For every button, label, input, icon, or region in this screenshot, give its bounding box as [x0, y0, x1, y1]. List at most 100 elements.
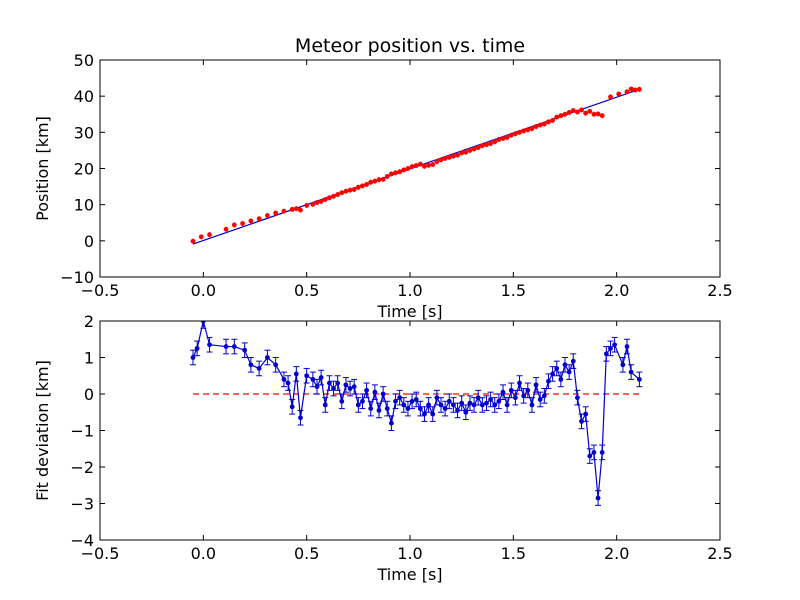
data-point: [529, 402, 535, 408]
x-axis-label: Time [s]: [376, 565, 442, 584]
data-point: [343, 188, 349, 194]
data-point: [599, 113, 605, 119]
data-point: [434, 159, 440, 165]
data-point: [603, 351, 609, 357]
y-tick-label: −2: [70, 458, 94, 477]
data-point: [537, 122, 543, 128]
data-point: [595, 111, 601, 117]
data-point: [575, 395, 580, 401]
data-point: [368, 179, 374, 185]
data-point: [599, 450, 605, 455]
y-axis-label: Fit deviation [km]: [33, 360, 52, 501]
y-tick-label: 10: [74, 196, 94, 215]
data-point: [289, 404, 295, 410]
y-tick-label: 0: [84, 232, 94, 251]
data-point: [430, 411, 436, 417]
data-point: [281, 377, 287, 382]
data-point: [608, 94, 613, 100]
data-point: [322, 402, 328, 408]
data-point: [575, 109, 580, 115]
data-point: [637, 86, 642, 92]
data-point: [467, 148, 473, 153]
data-point: [479, 143, 485, 149]
y-tick-label: 40: [74, 87, 94, 106]
data-point: [343, 382, 349, 388]
data-point: [442, 406, 448, 411]
data-point: [335, 192, 341, 197]
data-point: [256, 366, 262, 371]
data-point: [471, 146, 477, 152]
data-point: [355, 184, 361, 190]
data-point: [380, 391, 386, 397]
data-point: [364, 387, 369, 393]
data-point: [463, 409, 469, 415]
x-tick-label: 0.0: [191, 281, 216, 300]
data-point: [521, 393, 527, 399]
data-point: [190, 238, 196, 244]
data-point: [525, 127, 531, 133]
data-point: [583, 110, 589, 116]
data-point: [554, 114, 560, 120]
data-point: [446, 398, 452, 404]
data-point: [372, 389, 378, 395]
plot-area: [190, 321, 643, 506]
y-axis-label: Position [km]: [33, 116, 52, 221]
data-point: [422, 163, 427, 169]
y-tick-label: 2: [84, 312, 94, 331]
data-point: [624, 89, 630, 95]
data-point: [401, 402, 407, 408]
data-point: [438, 402, 444, 408]
data-point: [513, 131, 518, 137]
data-point: [632, 87, 638, 93]
data-point: [397, 395, 403, 401]
x-tick-label: 0.0: [191, 544, 216, 563]
data-point: [455, 408, 460, 413]
data-point: [628, 369, 634, 375]
x-tick-label: 0.5: [294, 281, 319, 300]
data-point: [496, 398, 502, 404]
plot-area: [190, 86, 642, 245]
data-point: [451, 402, 456, 408]
data-point: [566, 369, 572, 375]
data-point: [223, 344, 229, 349]
y-tick-label: 1: [84, 349, 94, 368]
data-point: [351, 384, 357, 390]
data-point: [285, 380, 291, 386]
data-point: [331, 386, 336, 391]
x-tick-label: 1.0: [397, 281, 422, 300]
data-point: [546, 119, 551, 125]
data-point: [541, 393, 547, 399]
data-point: [417, 161, 423, 167]
data-point: [608, 345, 613, 351]
data-point: [587, 453, 593, 459]
data-point: [562, 362, 568, 368]
position-plot: −0.5 0.0 0.5 1.0 1.5 2.0 2.5 −10 0 10 20 30 40 50 Time…: [33, 35, 733, 321]
data-point: [562, 111, 568, 117]
data-point: [446, 154, 452, 160]
data-point: [459, 150, 465, 156]
data-point: [484, 400, 489, 406]
data-point: [339, 398, 345, 404]
data-point: [360, 398, 365, 404]
data-point: [459, 400, 465, 406]
y-tick-label: 20: [74, 160, 94, 179]
data-point: [504, 134, 510, 140]
data-point: [533, 382, 539, 388]
y-tick-label: 0: [84, 385, 94, 404]
data-point: [508, 387, 514, 393]
data-point: [624, 344, 630, 349]
data-point: [347, 187, 353, 193]
data-point: [360, 183, 365, 189]
data-point: [347, 386, 353, 391]
y-tick-label: 30: [74, 123, 94, 142]
data-point: [231, 222, 237, 228]
data-point: [426, 402, 431, 408]
data-point: [355, 402, 361, 408]
x-tick-label: 2.5: [707, 281, 732, 300]
data-point: [554, 366, 560, 371]
data-point: [541, 121, 547, 127]
x-tick-label: 1.0: [397, 544, 422, 563]
data-point: [248, 218, 254, 224]
data-point: [508, 132, 514, 138]
